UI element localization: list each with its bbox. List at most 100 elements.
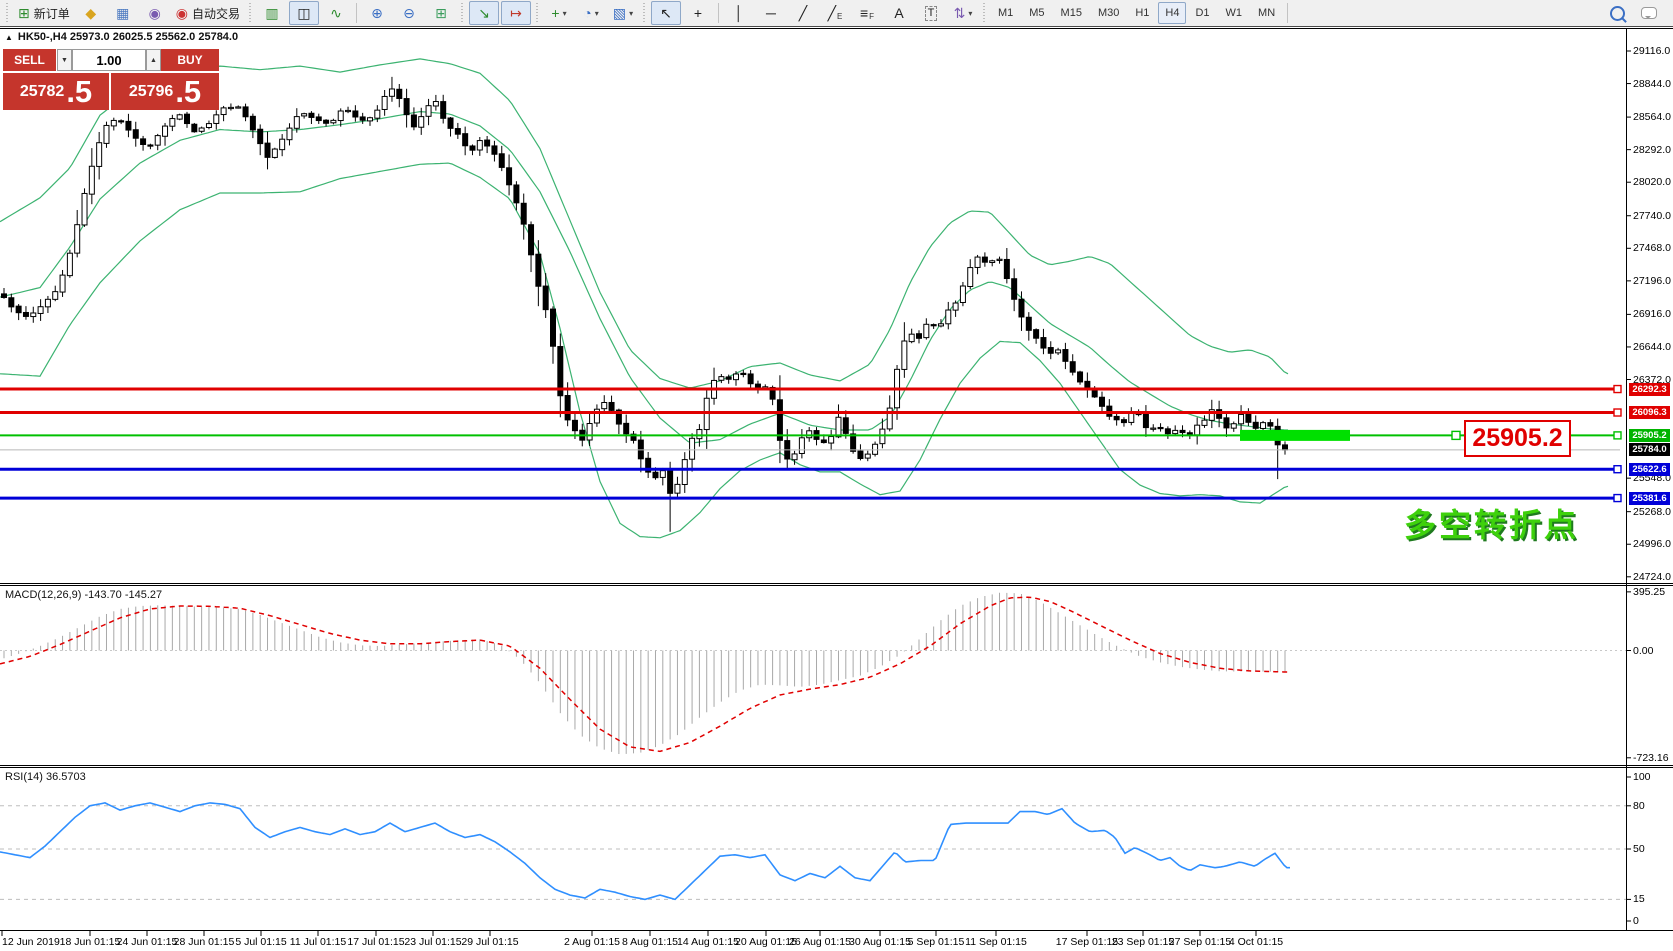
candle (674, 483, 681, 494)
timeframe-w1[interactable]: W1 (1225, 7, 1243, 19)
periods-button[interactable]: ◔ ▾ (576, 1, 606, 25)
vertical-line-button[interactable]: │ (724, 1, 754, 25)
time-tick-label: 12 Jun 2019 (2, 936, 60, 948)
candle (227, 106, 234, 110)
timeframe-m5[interactable]: M5 (1029, 7, 1045, 19)
text-button[interactable]: A (884, 1, 914, 25)
timeframe-d1[interactable]: D1 (1195, 7, 1210, 19)
time-tick-label: 23 Sep 01:15 (1111, 936, 1175, 948)
crosshair-button[interactable]: + (683, 1, 713, 25)
rsi-tick-label: 0 (1633, 915, 1639, 927)
candle (981, 256, 988, 263)
signals-button[interactable]: ◉ (140, 1, 170, 25)
candle (1135, 412, 1142, 416)
candle (1208, 409, 1215, 421)
search-button[interactable] (1602, 1, 1632, 25)
buy-price[interactable]: 25796 .5 (111, 73, 219, 110)
trendline-button[interactable]: ╱ (788, 1, 818, 25)
candle (140, 138, 147, 145)
chevron-down-icon: ▾ (968, 8, 973, 18)
chart-shift-button[interactable]: ↦ (500, 1, 531, 25)
candle (1230, 423, 1237, 429)
timeframe-m1[interactable]: M1 (997, 7, 1014, 19)
green-highlight-bar[interactable] (1240, 429, 1350, 441)
candle (1025, 316, 1032, 331)
time-tick-label: 4 Oct 01:15 (1228, 936, 1284, 948)
line-anchor-handle[interactable] (1451, 430, 1461, 441)
line-chart-button[interactable]: ∿ (321, 1, 351, 25)
time-tick-label: 17 Jul 01:15 (347, 936, 405, 948)
fibonacci-button[interactable]: ≡ F (852, 1, 882, 25)
line-end-handle[interactable] (1613, 384, 1622, 394)
candlestick-chart-button[interactable]: ◫ (288, 1, 319, 25)
one-click-trading-panel: SELL ▼ ▲ BUY 25782 .5 25796 .5 (3, 49, 219, 110)
candle (1245, 413, 1252, 423)
candle (989, 260, 996, 264)
candle (894, 368, 901, 409)
price-tick-label: 26644.0 (1633, 340, 1671, 353)
candle (1003, 258, 1010, 280)
candle (432, 101, 439, 107)
timeframe-h4[interactable]: H4 (1158, 2, 1187, 24)
arrows-icon: ⇅ (953, 5, 966, 21)
volume-increase-button[interactable]: ▲ (146, 49, 161, 71)
tile-windows-button[interactable]: ⊞ (426, 1, 456, 25)
turning-point-annotation[interactable]: 多空转折点 (1404, 507, 1580, 543)
horizontal-line-button[interactable]: ─ (756, 1, 786, 25)
time-tick-label: 8 Aug 01:15 (621, 936, 679, 948)
icon-subscript: F (869, 12, 875, 21)
candle (220, 107, 227, 116)
candle (359, 116, 366, 121)
line-end-handle[interactable] (1613, 431, 1622, 440)
price-badge: 26292.3 (1629, 382, 1670, 396)
line-end-handle[interactable] (1613, 408, 1622, 417)
sell-price[interactable]: 25782 .5 (3, 73, 109, 110)
new-order-button[interactable]: ⊞ 新订单 (14, 1, 74, 25)
price-callout-box[interactable]: 25905.2 (1464, 420, 1571, 457)
line-end-handle[interactable] (1613, 465, 1622, 474)
timeframe-h1[interactable]: H1 (1135, 7, 1150, 19)
line-end-handle[interactable] (1613, 493, 1622, 503)
text-label-button[interactable]: T (916, 1, 946, 25)
candle (916, 333, 922, 339)
buy-button[interactable]: BUY (161, 49, 219, 71)
chat-button[interactable] (1634, 1, 1664, 25)
candle (952, 302, 959, 311)
cursor-button[interactable]: ↖ (650, 1, 681, 25)
candle (301, 113, 308, 117)
open-chart-icon: ▦ (116, 5, 130, 21)
candle (1260, 422, 1267, 429)
zoom-out-icon: ⊖ (403, 5, 415, 21)
text-icon: A (894, 5, 904, 21)
candle (1120, 419, 1127, 424)
zoom-out-button[interactable]: ⊖ (394, 1, 424, 25)
candle (330, 119, 337, 124)
indicators-button[interactable]: + ▾ (544, 1, 574, 25)
panel-collapse-toggle[interactable]: ▲ (5, 32, 13, 42)
timeframe-m30[interactable]: M30 (1097, 7, 1120, 19)
price-tick-label: 26372.0 (1633, 373, 1671, 386)
price-callout-text: 25905.2 (1472, 424, 1563, 452)
history-center-button[interactable]: ◆ (76, 1, 106, 25)
templates-button[interactable]: ▧ ▾ (608, 1, 638, 25)
volume-input[interactable] (72, 49, 146, 71)
candle (469, 145, 476, 151)
macd-tick-label: -723.16 (1633, 751, 1669, 764)
auto-trading-button[interactable]: ◉ 自动交易 (172, 1, 244, 25)
open-chart-button[interactable]: ▦ (108, 1, 138, 25)
arrows-button[interactable]: ⇅ ▾ (948, 1, 978, 25)
candle (542, 285, 549, 311)
candle (1047, 347, 1054, 354)
auto-scroll-button[interactable]: ↘ (468, 1, 499, 25)
time-tick-label: 30 Aug 01:15 (849, 936, 911, 948)
templates-icon: ▧ (612, 5, 627, 21)
volume-decrease-button[interactable]: ▼ (57, 49, 72, 71)
timeframe-mn[interactable]: MN (1258, 7, 1276, 19)
zoom-in-button[interactable]: ⊕ (362, 1, 392, 25)
chart-shift-icon: ↦ (510, 5, 522, 21)
equidistant-channel-button[interactable]: ╱ E (820, 1, 850, 25)
sell-button[interactable]: SELL (3, 49, 56, 71)
bar-chart-button[interactable]: ▥ (257, 1, 287, 25)
candle (601, 402, 608, 410)
timeframe-m15[interactable]: M15 (1060, 7, 1082, 19)
